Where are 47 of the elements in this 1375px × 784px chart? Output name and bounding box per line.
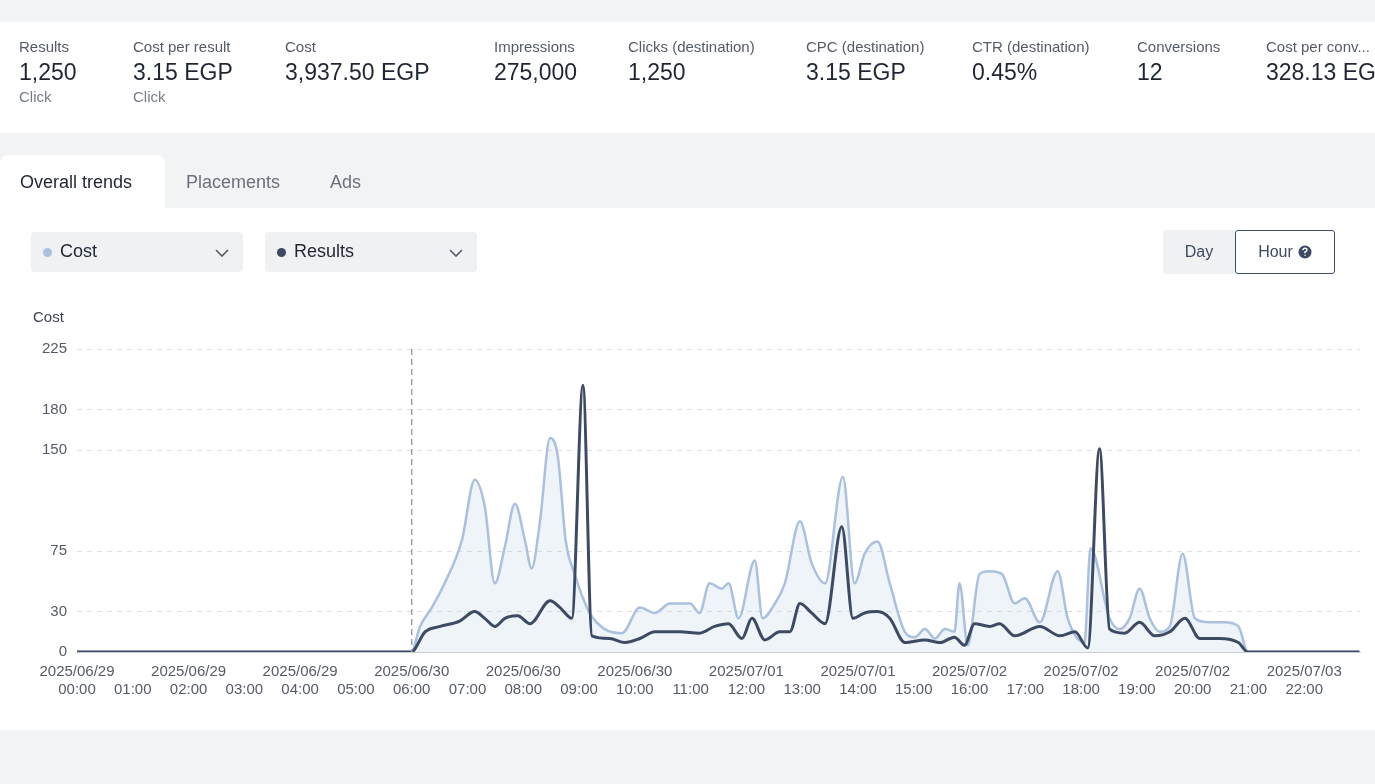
x-tick-label: 03:00 — [225, 680, 264, 698]
x-tick-label: 17:00 — [1006, 680, 1045, 698]
text: Results 1,250 Click — [19, 38, 77, 105]
text: Cost per conv... 328.13 EG — [1266, 38, 1375, 86]
x-tick-label: 07:00 — [448, 680, 487, 698]
text: Cost per result 3.15 EGP Click — [133, 38, 233, 105]
x-tick-label: 2025/06/30 08:00 — [485, 662, 561, 698]
y-tick-label: 0 — [58, 642, 67, 660]
x-tick-label: 2025/06/29 02:00 — [151, 662, 227, 698]
y-axis-title: Cost — [33, 308, 64, 325]
text: Cost 3,937.50 EGP — [285, 38, 430, 86]
text: CPC (destination) 3.15 EGP — [806, 38, 925, 86]
x-tick-label: 21:00 — [1229, 680, 1268, 698]
y-tick-label: 225 — [41, 339, 67, 357]
x-tick-label: 2025/07/01 12:00 — [708, 662, 784, 698]
x-tick-label: 09:00 — [560, 680, 598, 698]
y-tick-label: 75 — [50, 541, 67, 559]
x-tick-label: 01:00 — [114, 680, 152, 698]
text: Day — [1184, 243, 1214, 261]
x-tick-label: 2025/07/02 20:00 — [1155, 662, 1231, 698]
text: Conversions 12 — [1137, 38, 1221, 86]
y-tick-label: 180 — [41, 399, 67, 417]
text: Overall trends — [20, 172, 133, 193]
x-tick-label: 15:00 — [894, 680, 933, 698]
text: Hour — [1258, 243, 1293, 261]
text: Ads — [330, 172, 362, 193]
legend-label: Cost — [60, 241, 98, 262]
text: CTR (destination) 0.45% — [972, 38, 1090, 86]
x-tick-label: 2025/06/29 00:00 — [39, 662, 115, 698]
x-tick-label: 13:00 — [783, 680, 821, 698]
x-tick-label: 19:00 — [1118, 680, 1156, 698]
text: Impressions 275,000 — [494, 38, 578, 86]
line-series — [77, 383, 1360, 652]
x-tick-label: 2025/06/29 04:00 — [262, 662, 338, 698]
x-tick-label: 11:00 — [672, 680, 709, 698]
y-tick-label: 150 — [41, 440, 67, 458]
x-tick-label: 2025/07/01 14:00 — [820, 662, 896, 698]
x-tick-label: 2025/07/03 22:00 — [1266, 662, 1342, 698]
x-tick-label: 2025/07/02 16:00 — [931, 662, 1008, 698]
x-tick-label: 2025/06/30 10:00 — [597, 662, 673, 698]
legend-label: Results — [294, 241, 355, 262]
text: Clicks (destination) 1,250 — [628, 38, 755, 86]
x-tick-label: 2025/06/30 06:00 — [374, 662, 450, 698]
text: Placements — [186, 172, 281, 193]
x-tick-label: 2025/07/02 18:00 — [1043, 662, 1119, 698]
x-tick-label: 05:00 — [337, 680, 375, 698]
y-tick-label: 30 — [50, 601, 67, 619]
